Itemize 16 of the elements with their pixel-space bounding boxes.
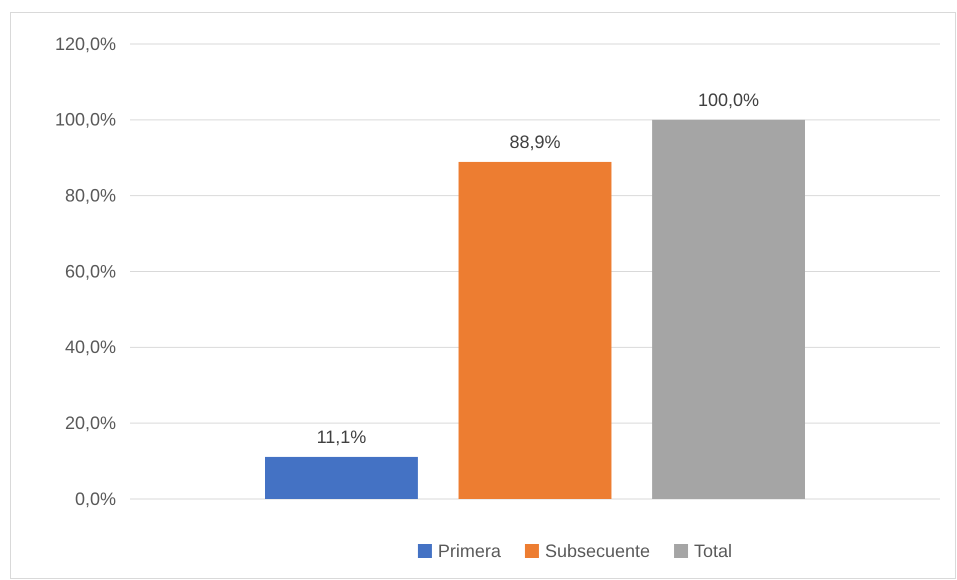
bar <box>265 456 418 499</box>
y-tick-label: 100,0% <box>54 110 116 130</box>
y-tick-label: 40,0% <box>64 337 116 358</box>
legend-label: Primera <box>438 541 502 561</box>
y-tick-label: 0,0% <box>74 488 116 509</box>
bar <box>458 162 612 499</box>
legend-label: Subsecuente <box>544 541 650 561</box>
data-label: 100,0% <box>698 90 760 110</box>
y-tick-label: 80,0% <box>64 185 116 206</box>
y-tick-label: 20,0% <box>64 412 116 433</box>
data-label: 88,9% <box>509 132 561 152</box>
legend-label: Total <box>694 541 732 561</box>
data-label: 11,1% <box>316 426 366 447</box>
y-tick-label: 120,0% <box>54 34 116 54</box>
y-tick-label: 60,0% <box>64 261 116 282</box>
bar <box>652 120 805 499</box>
